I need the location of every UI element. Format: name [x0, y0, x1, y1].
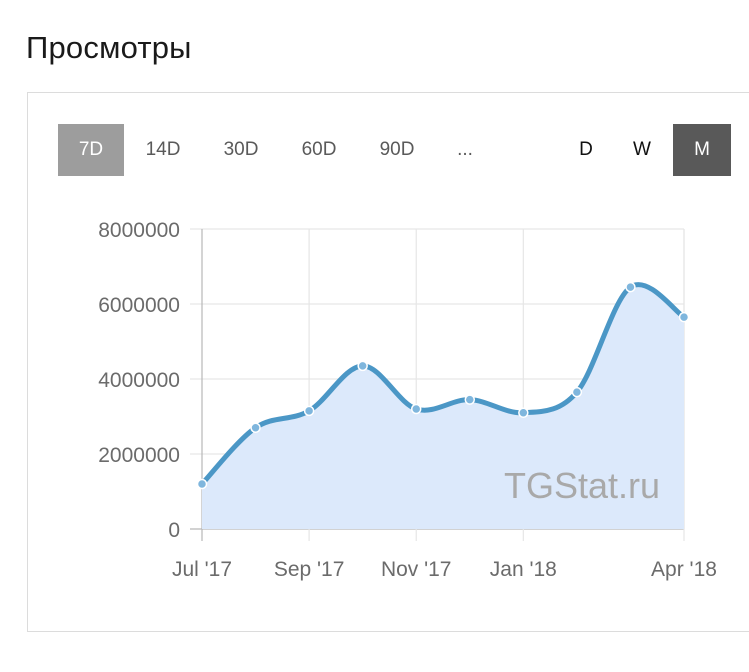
x-tick-label: Jan '18 — [490, 558, 557, 581]
y-tick-label: 2000000 — [98, 444, 180, 467]
series-line — [199, 282, 687, 487]
range-button-14d[interactable]: 14D — [145, 139, 181, 160]
x-tick-label: Jul '17 — [172, 558, 232, 581]
y-tick-label: 6000000 — [98, 294, 180, 317]
y-tick-label: 0 — [168, 519, 180, 542]
page-title: Просмотры — [26, 30, 192, 65]
x-tick-label: Nov '17 — [381, 558, 452, 581]
data-point — [357, 360, 368, 372]
x-tick-label: Apr '18 — [651, 558, 717, 581]
data-point — [196, 478, 208, 490]
watermark: TGStat.ru — [504, 465, 660, 506]
range-button-7d[interactable]: 7D — [58, 124, 124, 176]
x-tick-label: Sep '17 — [274, 558, 345, 581]
range-button-30d[interactable]: 30D — [223, 139, 259, 160]
data-point — [250, 422, 261, 433]
data-point — [571, 386, 583, 398]
granularity-button-month[interactable]: M — [673, 124, 731, 176]
data-point — [625, 281, 636, 293]
data-point — [518, 407, 529, 418]
data-point — [410, 403, 422, 415]
data-point — [303, 405, 315, 417]
range-button-90d[interactable]: 90D — [379, 139, 415, 160]
y-tick-label: 8000000 — [98, 219, 180, 242]
granularity-button-day[interactable]: D — [579, 139, 593, 160]
y-tick-label: 4000000 — [98, 369, 180, 392]
data-point — [464, 394, 476, 405]
range-button-60d[interactable]: 60D — [301, 139, 337, 160]
granularity-button-week[interactable]: W — [633, 139, 651, 160]
range-button-more[interactable]: ... — [457, 139, 473, 160]
data-point — [678, 311, 690, 323]
